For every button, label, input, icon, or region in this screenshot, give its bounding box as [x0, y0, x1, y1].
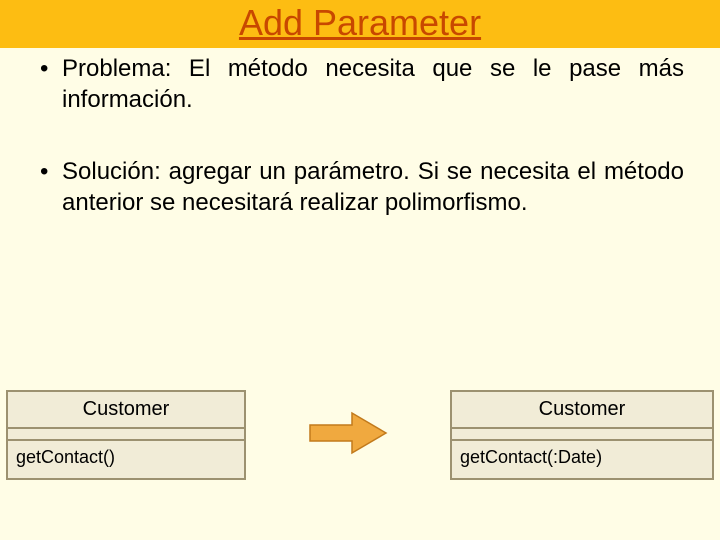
content-area: Problema: El método necesita que se le p…	[0, 48, 720, 219]
uml-attributes-empty	[8, 429, 244, 441]
uml-class-after: Customer getContact(:Date)	[450, 390, 714, 480]
uml-class-name: Customer	[452, 392, 712, 429]
uml-attributes-empty	[452, 429, 712, 441]
uml-method: getContact(:Date)	[452, 441, 712, 478]
uml-diagram: Customer getContact() Customer getContac…	[0, 390, 720, 480]
bullet-solucion: Solución: agregar un parámetro. Si se ne…	[36, 157, 684, 218]
uml-class-name: Customer	[8, 392, 244, 429]
uml-method: getContact()	[8, 441, 244, 478]
slide-title: Add Parameter	[239, 2, 481, 43]
bullet-problema: Problema: El método necesita que se le p…	[36, 54, 684, 115]
title-bar: Add Parameter	[0, 0, 720, 48]
uml-class-before: Customer getContact()	[6, 390, 246, 480]
slide: Add Parameter Problema: El método necesi…	[0, 0, 720, 540]
arrow-icon	[300, 411, 396, 460]
